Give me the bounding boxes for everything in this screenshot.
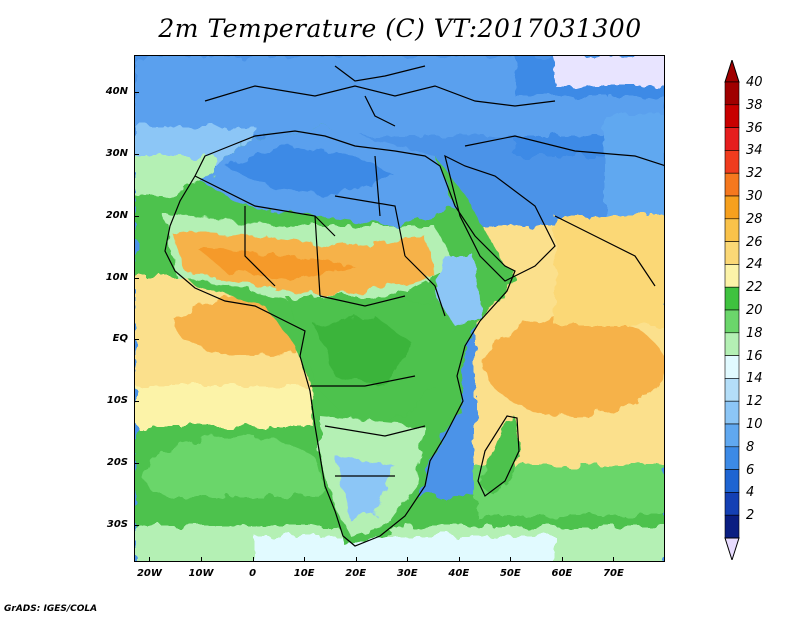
- grads-credit: GrADS: IGES/COLA: [4, 604, 98, 614]
- lon-label: 0: [249, 568, 257, 579]
- lat-tick: [134, 339, 139, 341]
- lon-tick: [613, 557, 615, 562]
- colorbar-level-label: 10: [746, 417, 763, 432]
- colorbar-segment: [724, 286, 740, 311]
- lon-tick: [149, 557, 151, 562]
- colorbar-level-label: 16: [746, 348, 763, 364]
- colorbar-segment: [724, 332, 740, 356]
- map-canvas: [135, 56, 664, 561]
- colorbar-level-label: 4: [746, 485, 755, 501]
- colorbar-level-label: 34: [746, 143, 763, 159]
- colorbar-segment: [724, 355, 740, 379]
- colorbar-segment: [724, 218, 740, 242]
- colorbar-level-label: 14: [746, 371, 763, 387]
- colorbar-segment: [724, 150, 740, 174]
- colorbar-level-label: 22: [746, 280, 763, 296]
- lat-tick: [134, 277, 139, 279]
- colorbar-level-label: 30: [746, 189, 763, 204]
- lat-label: 10S: [106, 395, 128, 407]
- lat-tick: [134, 215, 139, 217]
- colorbar-segment: [724, 172, 740, 197]
- colorbar-level-label: 26: [746, 234, 763, 250]
- temperature-map: [134, 55, 665, 562]
- colorbar-level-label: 18: [746, 325, 763, 341]
- lat-label: 40N: [105, 86, 128, 98]
- lat-label: 30S: [106, 518, 128, 530]
- lon-tick: [252, 557, 254, 562]
- colorbar-level-label: 32: [746, 166, 763, 182]
- colorbar-segment: [724, 514, 740, 539]
- lon-tick: [407, 557, 409, 562]
- lat-tick: [134, 92, 139, 94]
- lon-tick: [355, 557, 357, 562]
- colorbar-segment: [724, 195, 740, 220]
- colorbar-level-label: 36: [746, 120, 763, 136]
- colorbar-segment: [724, 400, 740, 425]
- lat-tick: [134, 463, 139, 465]
- lat-label: 20S: [106, 457, 128, 469]
- lat-label: 10N: [105, 271, 128, 283]
- lon-tick: [304, 557, 306, 562]
- colorbar-level-label: 8: [746, 439, 755, 455]
- lon-tick: [201, 557, 203, 562]
- lon-label: 60E: [551, 568, 573, 579]
- colorbar-segment: [724, 446, 740, 470]
- colorbar-segment: [724, 309, 740, 334]
- colorbar-level-label: 40: [746, 75, 763, 90]
- colorbar-level-label: 2: [746, 508, 755, 524]
- colorbar-level-label: 24: [746, 257, 763, 273]
- colorbar-level-label: 38: [746, 97, 763, 113]
- lat-tick: [134, 153, 139, 155]
- colorbar-level-label: 12: [746, 394, 763, 410]
- lon-label: 40E: [448, 568, 470, 579]
- colorbar-level-label: 20: [746, 303, 763, 318]
- lon-tick: [510, 557, 512, 562]
- colorbar-segment: [724, 469, 740, 493]
- lat-label: 30N: [105, 147, 128, 159]
- colorbar-level-label: 28: [746, 211, 763, 227]
- lat-tick: [134, 401, 139, 403]
- colorbar-segment: [724, 241, 740, 265]
- colorbar-level-label: 6: [746, 462, 755, 478]
- colorbar-under-triangle: [724, 537, 740, 560]
- colorbar-segment: [724, 127, 740, 151]
- lon-tick: [561, 557, 563, 562]
- colorbar-segment: [724, 492, 740, 516]
- lat-label: EQ: [112, 333, 128, 345]
- colorbar-segment: [724, 378, 740, 402]
- lat-tick: [134, 524, 139, 526]
- colorbar-over-triangle: [724, 60, 740, 83]
- colorbar-segment: [724, 423, 740, 448]
- lon-label: 30E: [396, 568, 418, 579]
- lon-label: 10E: [293, 568, 315, 579]
- lon-label: 50E: [499, 568, 521, 579]
- lat-label: 20N: [105, 209, 128, 221]
- lon-label: 10W: [188, 568, 214, 579]
- lon-tick: [458, 557, 460, 562]
- colorbar: [724, 60, 740, 560]
- lon-label: 20E: [345, 568, 367, 579]
- lon-label: 20W: [136, 568, 162, 579]
- colorbar-segment: [724, 104, 740, 128]
- lon-label: 70E: [603, 568, 624, 579]
- colorbar-segment: [724, 81, 740, 106]
- colorbar-segment: [724, 264, 740, 288]
- plot-title: 2m Temperature (C) VT:2017031300: [158, 14, 642, 43]
